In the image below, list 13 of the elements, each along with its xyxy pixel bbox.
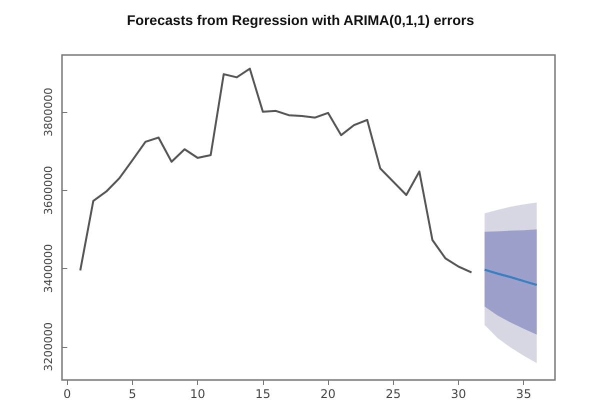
x-tick-label: 25 bbox=[386, 387, 401, 401]
y-tick-label: 3800000 bbox=[42, 88, 55, 137]
x-tick-label: 35 bbox=[516, 387, 532, 401]
x-tick-label: 10 bbox=[190, 387, 206, 401]
x-tick-label: 5 bbox=[128, 387, 136, 401]
chart-title: Forecasts from Regression with ARIMA(0,1,1) errors bbox=[126, 12, 474, 28]
x-tick-label: 30 bbox=[450, 387, 466, 401]
x-tick-label: 15 bbox=[255, 387, 270, 401]
y-tick-label: 3600000 bbox=[42, 166, 55, 215]
x-tick-label: 0 bbox=[63, 387, 72, 401]
y-tick-label: 3200000 bbox=[42, 322, 55, 372]
y-tick-label: 3400000 bbox=[42, 244, 55, 294]
x-tick-label: 20 bbox=[320, 387, 336, 401]
